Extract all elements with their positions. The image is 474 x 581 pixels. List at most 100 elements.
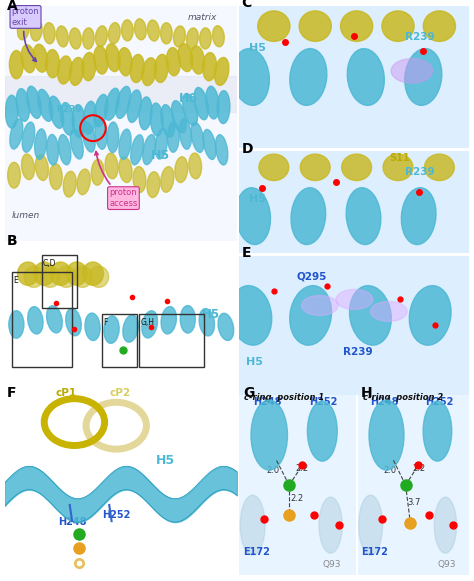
Ellipse shape [123,315,138,342]
Ellipse shape [38,89,53,121]
Ellipse shape [40,266,60,288]
Ellipse shape [161,105,174,137]
Ellipse shape [82,122,95,152]
Ellipse shape [64,171,76,197]
Ellipse shape [409,286,451,345]
Ellipse shape [50,262,71,285]
Ellipse shape [22,122,35,152]
Ellipse shape [214,58,229,85]
Ellipse shape [202,52,217,81]
Text: R239: R239 [56,105,82,114]
Ellipse shape [27,307,43,334]
Ellipse shape [70,58,84,85]
Ellipse shape [107,122,119,153]
Ellipse shape [232,49,269,105]
Text: H5: H5 [202,308,220,321]
Ellipse shape [424,154,454,181]
Ellipse shape [147,20,159,41]
Text: D: D [242,142,253,156]
Ellipse shape [217,91,230,124]
Ellipse shape [139,97,152,130]
Ellipse shape [8,162,20,188]
Ellipse shape [434,497,456,553]
Ellipse shape [161,307,176,334]
Ellipse shape [70,129,83,159]
Ellipse shape [66,262,87,285]
Ellipse shape [178,44,193,71]
Ellipse shape [70,28,81,49]
Ellipse shape [175,157,188,182]
Text: H5: H5 [248,194,265,204]
Ellipse shape [35,129,46,159]
Ellipse shape [131,135,144,165]
Ellipse shape [369,400,404,470]
Text: lumen: lumen [12,210,40,220]
Text: F: F [7,386,17,400]
Ellipse shape [142,58,156,85]
Ellipse shape [47,134,58,165]
Ellipse shape [391,59,432,83]
Ellipse shape [116,87,130,119]
Ellipse shape [128,90,141,123]
Text: H: H [361,386,373,400]
Ellipse shape [186,28,198,49]
Ellipse shape [342,154,372,181]
Ellipse shape [73,266,92,288]
Text: proton
exit: proton exit [12,7,39,62]
Text: Q93: Q93 [438,560,456,569]
Ellipse shape [180,119,191,149]
Text: G: G [243,386,254,400]
Ellipse shape [18,19,29,40]
Ellipse shape [46,306,62,333]
Ellipse shape [106,44,120,71]
Ellipse shape [382,11,414,41]
Ellipse shape [21,154,35,180]
Text: Q93: Q93 [322,560,341,569]
Ellipse shape [82,262,103,285]
Ellipse shape [349,286,392,345]
Ellipse shape [340,11,373,41]
Text: H5: H5 [248,42,265,52]
Text: 2.2: 2.2 [412,464,425,473]
Text: C,D: C,D [43,259,56,268]
Ellipse shape [91,159,104,185]
Ellipse shape [82,52,96,81]
Ellipse shape [180,306,195,333]
Ellipse shape [199,309,215,336]
Ellipse shape [118,48,132,76]
Text: 2.0: 2.0 [266,466,279,475]
Ellipse shape [72,105,85,138]
Text: cP1: cP1 [56,388,77,398]
Bar [42,254,77,307]
Ellipse shape [383,154,413,181]
Ellipse shape [119,157,132,182]
Ellipse shape [301,296,338,315]
Text: E: E [13,276,18,285]
Ellipse shape [291,188,326,245]
Text: 2.2: 2.2 [296,464,309,473]
Text: R239: R239 [405,33,435,42]
Ellipse shape [423,401,452,461]
Ellipse shape [34,262,55,285]
Ellipse shape [347,49,384,105]
Ellipse shape [191,123,204,152]
Ellipse shape [301,154,330,181]
Ellipse shape [94,46,108,74]
Text: B: B [7,235,18,249]
Ellipse shape [194,88,209,120]
Text: 2.2: 2.2 [291,494,304,503]
Ellipse shape [307,401,337,461]
Ellipse shape [203,130,216,159]
Ellipse shape [212,26,224,47]
Text: H252: H252 [309,397,337,407]
Ellipse shape [66,309,81,336]
Ellipse shape [173,26,185,47]
Text: proton
access: proton access [95,152,137,208]
Text: matrix: matrix [188,13,217,22]
Text: cP2: cP2 [109,388,130,398]
Text: H248: H248 [371,397,399,407]
Ellipse shape [319,497,342,553]
Ellipse shape [251,400,287,470]
Ellipse shape [423,11,456,41]
Text: c-ring  position 1: c-ring position 1 [245,393,325,402]
